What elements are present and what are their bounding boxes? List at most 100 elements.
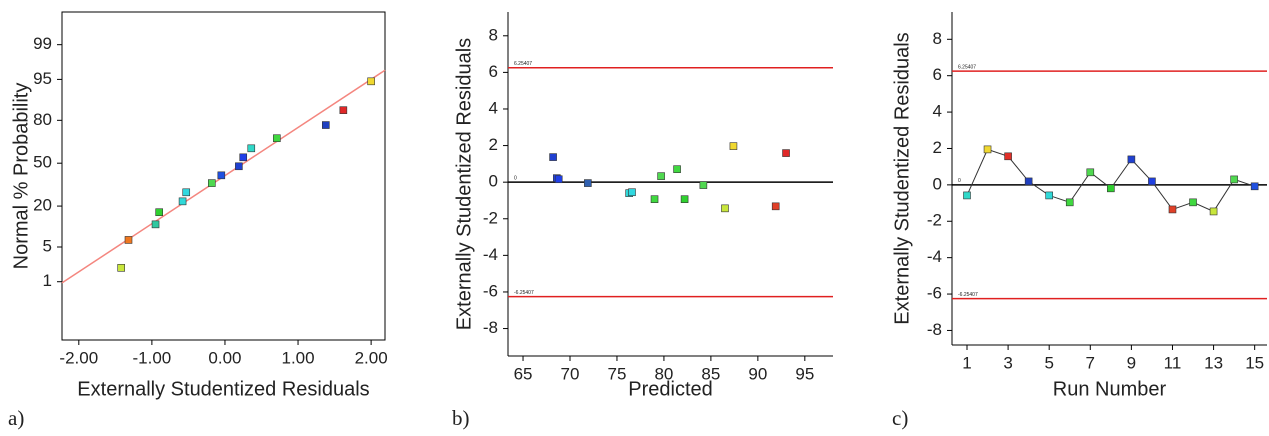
x-tick-label: 7 <box>1086 353 1095 372</box>
x-tick-label: 65 <box>514 364 533 383</box>
data-point <box>963 191 971 200</box>
data-point <box>1086 168 1095 177</box>
data-point <box>549 153 557 161</box>
data-point <box>117 264 125 272</box>
reference-label: -6.25407 <box>958 292 978 298</box>
y-tick-label: -6 <box>483 281 498 300</box>
y-tick-label: 50 <box>33 153 52 172</box>
y-tick-label: -4 <box>483 245 498 264</box>
data-point <box>1065 198 1074 207</box>
data-point <box>247 144 256 153</box>
y-tick-label: -8 <box>927 320 942 339</box>
data-point <box>217 171 226 180</box>
x-tick-label: 90 <box>748 364 767 383</box>
data-point <box>771 202 780 211</box>
y-tick-label: 4 <box>489 98 498 117</box>
x-axis-title: Predicted <box>628 378 713 400</box>
x-tick-label: 2.00 <box>355 348 388 367</box>
data-point <box>273 134 281 143</box>
data-point <box>235 162 243 171</box>
data-point <box>182 188 191 197</box>
y-tick-label: 0 <box>489 172 498 191</box>
x-tick-label: 75 <box>607 364 626 383</box>
reference-label: 0 <box>514 175 517 181</box>
data-point <box>339 106 348 114</box>
x-tick-label: 70 <box>561 364 580 383</box>
panel-label: c) <box>892 406 908 430</box>
data-point <box>1127 155 1136 164</box>
panel-label: b) <box>452 406 470 430</box>
data-point <box>1148 177 1156 186</box>
y-tick-label: 1 <box>43 271 52 290</box>
x-tick-label: 5 <box>1044 353 1053 372</box>
data-point <box>1250 182 1259 191</box>
y-tick-label: 2 <box>933 138 942 157</box>
x-tick-label: 80 <box>654 364 673 383</box>
y-axis-title: Externally Studentized Residuals <box>891 32 913 324</box>
x-tick-label: -1.00 <box>133 348 172 367</box>
reference-label: -6.25407 <box>514 290 534 296</box>
data-point <box>208 179 216 187</box>
data-point <box>239 153 248 162</box>
y-tick-label: -8 <box>483 318 498 337</box>
data-point <box>1230 175 1238 184</box>
x-tick-label: 13 <box>1204 353 1223 372</box>
y-tick-label: 8 <box>489 25 498 44</box>
y-axis-title: Externally Studentized Residuals <box>453 38 475 330</box>
data-point <box>151 220 160 229</box>
data-point <box>1107 184 1115 193</box>
data-point <box>584 179 592 187</box>
data-point <box>1168 205 1177 214</box>
data-point <box>1024 177 1033 186</box>
data-point <box>673 165 681 173</box>
x-tick-label: 1.00 <box>281 348 314 367</box>
data-point <box>983 145 992 154</box>
data-point <box>1045 191 1053 200</box>
x-tick-label: 9 <box>1127 353 1136 372</box>
y-tick-label: 20 <box>33 196 52 215</box>
panel-label: a) <box>8 406 24 430</box>
plot-frame <box>61 11 386 341</box>
x-tick-label: 95 <box>795 364 814 383</box>
y-tick-label: 4 <box>933 102 942 121</box>
data-point <box>322 121 330 129</box>
data-point <box>699 181 708 189</box>
y-tick-label: 5 <box>43 236 52 255</box>
x-tick-label: 11 <box>1164 353 1182 372</box>
x-tick-label: 85 <box>701 364 720 383</box>
y-tick-label: 0 <box>933 174 942 193</box>
reference-label: 0 <box>958 178 961 184</box>
x-tick-label: -2.00 <box>59 348 98 367</box>
data-point <box>628 188 636 197</box>
reference-label: 6.25407 <box>514 61 532 67</box>
data-point <box>650 195 659 203</box>
reference-label: 6.25407 <box>958 64 976 70</box>
data-point <box>782 149 790 157</box>
data-point <box>729 142 738 150</box>
y-tick-label: 2 <box>489 135 498 154</box>
data-point <box>178 197 187 206</box>
x-axis-title: Run Number <box>1053 378 1167 400</box>
data-point <box>155 208 163 217</box>
x-tick-label: 1 <box>962 353 971 372</box>
y-tick-label: 99 <box>33 34 52 53</box>
y-axis-title: Normal % Probability <box>10 83 32 270</box>
data-point <box>554 175 563 184</box>
data-point <box>124 236 133 244</box>
x-axis-title: Externally Studentized Residuals <box>77 378 369 400</box>
x-tick-label: 15 <box>1245 353 1264 372</box>
x-tick-label: 0.00 <box>208 348 241 367</box>
data-point <box>367 77 375 86</box>
y-tick-label: -2 <box>927 211 942 230</box>
y-tick-label: 6 <box>489 62 498 81</box>
y-tick-label: 8 <box>933 29 942 48</box>
data-point <box>721 204 729 213</box>
y-tick-label: -4 <box>927 247 942 266</box>
data-point <box>1189 198 1197 207</box>
data-point <box>1004 152 1012 161</box>
x-tick-label: 3 <box>1003 353 1012 372</box>
data-point <box>680 195 689 203</box>
data-point <box>1209 207 1218 216</box>
